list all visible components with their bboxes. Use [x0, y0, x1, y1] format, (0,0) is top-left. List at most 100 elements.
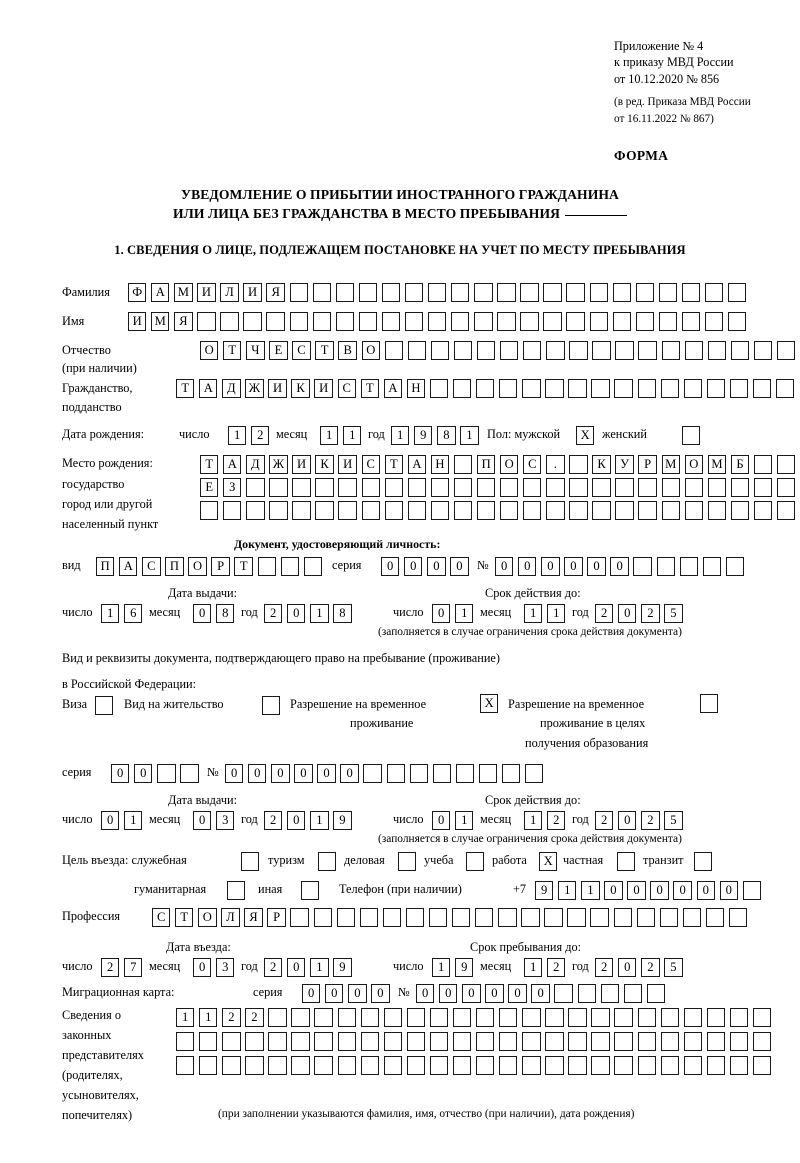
purpose-official-checkbox[interactable]: [241, 852, 264, 872]
cell[interactable]: А: [119, 557, 138, 577]
cell[interactable]: [635, 283, 655, 303]
cell[interactable]: [707, 478, 727, 498]
cell[interactable]: [335, 283, 355, 303]
cell[interactable]: [386, 764, 405, 784]
cell[interactable]: X: [539, 852, 558, 872]
cell[interactable]: [545, 1032, 564, 1052]
cell[interactable]: 0: [564, 557, 583, 577]
purpose-transit-checkbox[interactable]: [694, 852, 717, 872]
cell[interactable]: 2: [595, 604, 614, 624]
purpose-study-checkbox[interactable]: [466, 852, 489, 872]
cell[interactable]: [453, 478, 473, 498]
cell[interactable]: 9: [414, 426, 433, 446]
cell[interactable]: [523, 501, 542, 521]
cell[interactable]: [337, 1008, 356, 1028]
cell[interactable]: [546, 478, 565, 498]
cell[interactable]: [615, 341, 634, 361]
cell[interactable]: [361, 478, 380, 498]
cell[interactable]: [407, 478, 427, 498]
cell[interactable]: [752, 379, 772, 399]
cell[interactable]: [615, 501, 634, 521]
cell[interactable]: [661, 501, 680, 521]
cell[interactable]: 1: [455, 811, 474, 831]
cell[interactable]: [398, 852, 417, 872]
cell[interactable]: [314, 1056, 333, 1076]
cell[interactable]: 1: [310, 958, 329, 978]
cell[interactable]: [522, 1056, 541, 1076]
cell[interactable]: [658, 312, 678, 332]
cell[interactable]: 1: [558, 881, 577, 901]
cell[interactable]: 2: [101, 958, 120, 978]
cell[interactable]: [568, 1008, 587, 1028]
cell[interactable]: [753, 478, 773, 498]
cell[interactable]: М: [707, 455, 727, 475]
cell[interactable]: [633, 557, 652, 577]
cell[interactable]: [694, 852, 713, 872]
cell[interactable]: [223, 501, 242, 521]
cell[interactable]: 0: [541, 557, 560, 577]
cell[interactable]: [466, 852, 485, 872]
cell[interactable]: [363, 764, 382, 784]
cell[interactable]: [497, 283, 516, 303]
purpose-private-checkbox[interactable]: [617, 852, 640, 872]
cell[interactable]: [452, 908, 471, 928]
cell[interactable]: [545, 1008, 564, 1028]
cell[interactable]: 0: [719, 881, 739, 901]
cell[interactable]: 0: [287, 811, 306, 831]
cell[interactable]: [776, 455, 796, 475]
cell[interactable]: [522, 1032, 541, 1052]
cell[interactable]: 0: [193, 604, 212, 624]
cell[interactable]: [706, 379, 726, 399]
cell[interactable]: [705, 908, 725, 928]
cell[interactable]: 2: [264, 958, 283, 978]
cell[interactable]: [543, 312, 562, 332]
cell[interactable]: [592, 341, 611, 361]
cell[interactable]: [497, 312, 516, 332]
cell[interactable]: [592, 501, 611, 521]
cell[interactable]: [451, 312, 470, 332]
cell[interactable]: [523, 478, 542, 498]
cell[interactable]: [591, 1008, 610, 1028]
cell[interactable]: [500, 501, 519, 521]
cell[interactable]: [291, 1056, 310, 1076]
cell[interactable]: [452, 1056, 472, 1076]
cell[interactable]: 3: [216, 958, 235, 978]
cell[interactable]: [429, 1032, 449, 1052]
cell[interactable]: [612, 312, 632, 332]
cell[interactable]: 1: [199, 1008, 218, 1028]
cell[interactable]: [660, 1056, 680, 1076]
cell[interactable]: [404, 283, 424, 303]
cell[interactable]: 0: [439, 984, 458, 1004]
cell[interactable]: [577, 984, 596, 1004]
cell[interactable]: [638, 341, 657, 361]
cell[interactable]: [318, 852, 337, 872]
cell[interactable]: [452, 379, 472, 399]
cell[interactable]: [545, 1056, 564, 1076]
cell[interactable]: 1: [524, 604, 543, 624]
cell[interactable]: Я: [244, 908, 263, 928]
permit-temp-checkbox[interactable]: X: [480, 694, 503, 714]
cell[interactable]: 1: [124, 811, 143, 831]
cell[interactable]: И: [314, 379, 333, 399]
cell[interactable]: [546, 341, 565, 361]
cell[interactable]: Т: [223, 341, 242, 361]
cell[interactable]: [257, 557, 276, 577]
cell[interactable]: 0: [673, 881, 692, 901]
cell[interactable]: [360, 1056, 380, 1076]
cell[interactable]: [615, 478, 634, 498]
cell[interactable]: [499, 1008, 518, 1028]
cell[interactable]: Т: [315, 341, 334, 361]
cell[interactable]: Р: [211, 557, 230, 577]
cell[interactable]: [614, 1008, 633, 1028]
cell[interactable]: 0: [416, 984, 435, 1004]
cell[interactable]: [266, 312, 285, 332]
cell[interactable]: 0: [348, 984, 367, 1004]
